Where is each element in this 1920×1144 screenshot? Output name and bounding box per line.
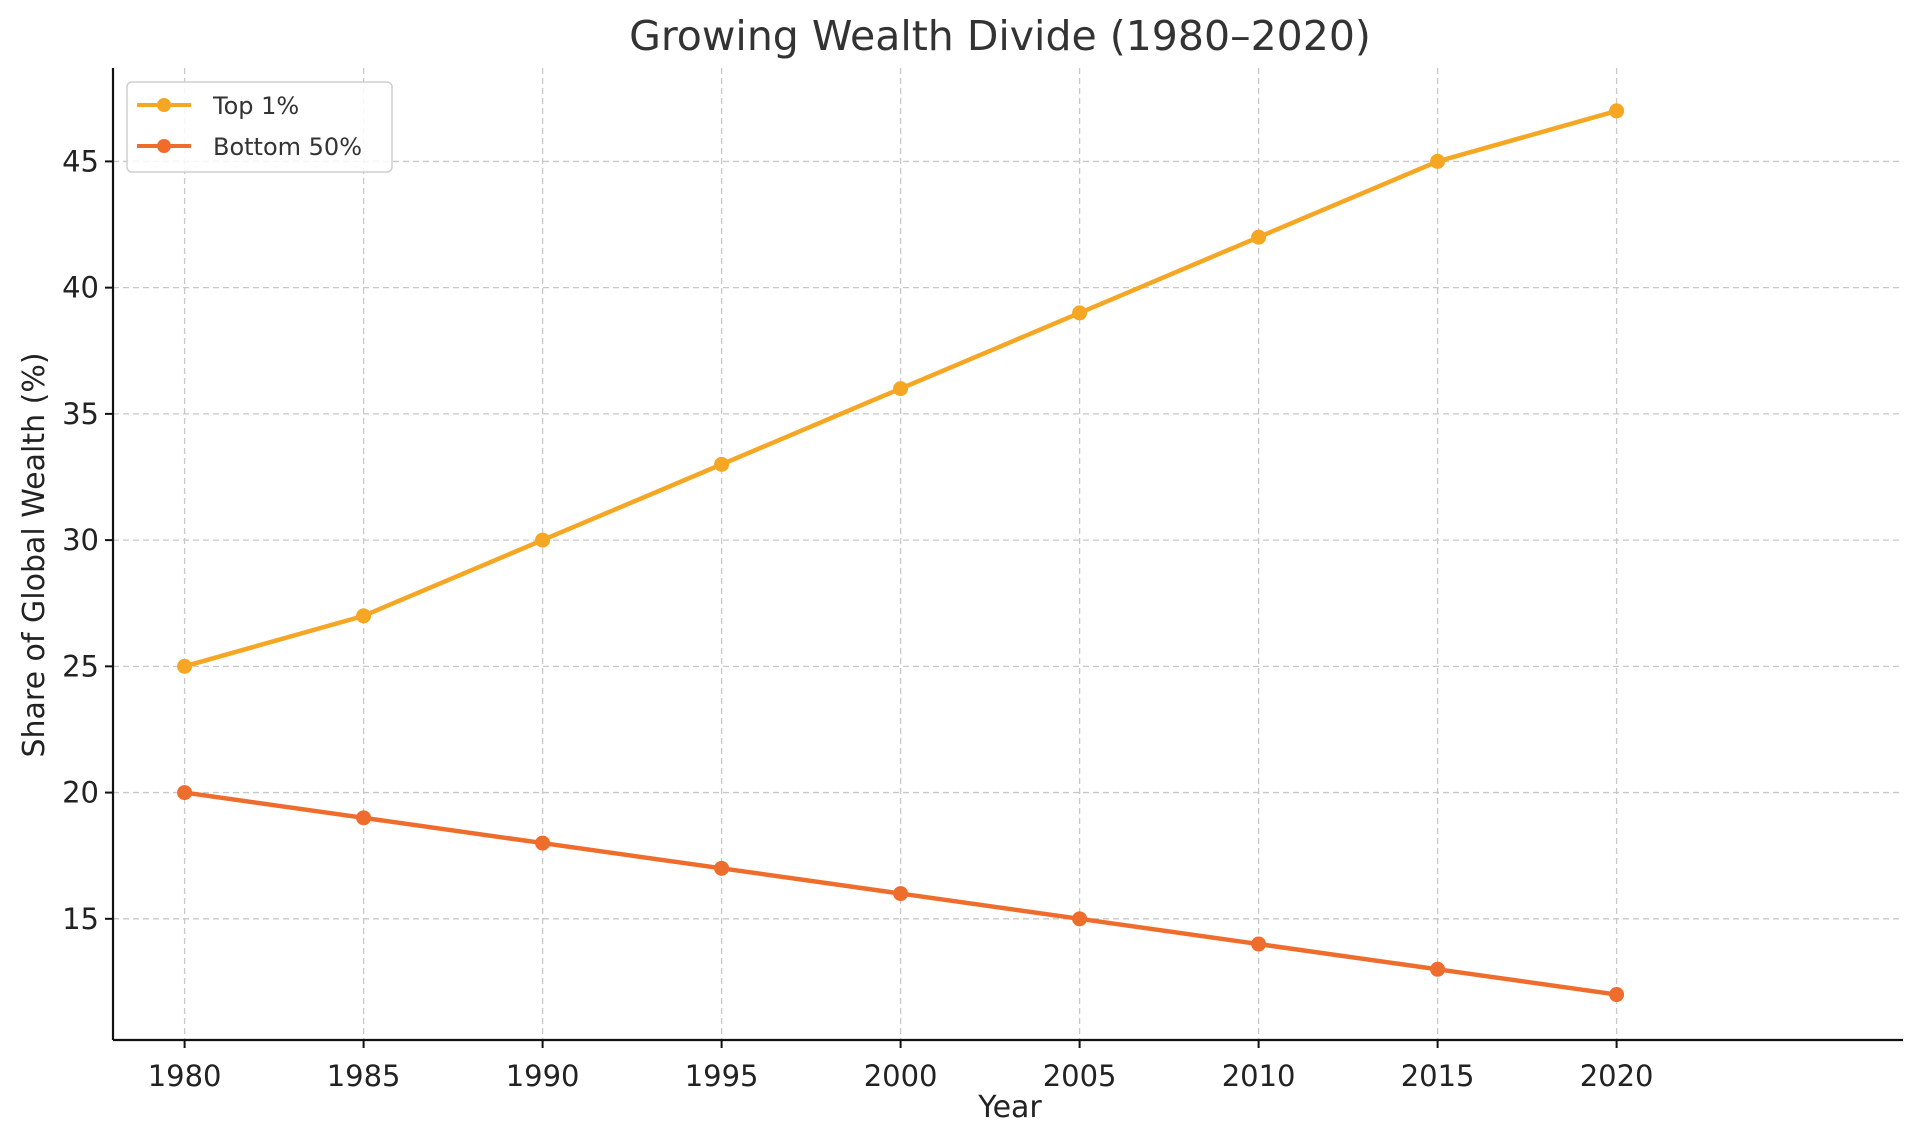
data-point-bottom-50	[535, 835, 551, 851]
x-tick-label: 2005	[1043, 1059, 1117, 1093]
data-point-top-1	[714, 456, 730, 472]
y-tick-label: 45	[62, 144, 99, 178]
data-point-bottom-50	[714, 860, 730, 876]
legend: Top 1% Bottom 50%	[126, 81, 393, 173]
x-axis-label: Year	[977, 1090, 1042, 1125]
legend-box	[126, 81, 393, 173]
y-axis-ticks: 15 20 25 30 35 40 45	[62, 144, 113, 936]
data-point-bottom-50	[177, 785, 193, 801]
data-point-top-1	[177, 658, 193, 674]
x-tick-label: 1985	[327, 1059, 401, 1093]
y-tick-label: 40	[62, 271, 99, 305]
data-point-top-1	[1072, 305, 1088, 321]
y-tick-label: 30	[62, 523, 99, 557]
x-tick-label: 2020	[1580, 1059, 1654, 1093]
data-point-top-1	[356, 608, 372, 624]
legend-marker-top-1	[157, 98, 171, 112]
data-point-bottom-50	[1430, 961, 1446, 977]
data-point-bottom-50	[1072, 911, 1088, 927]
axes	[111, 68, 1903, 1042]
data-point-top-1	[1251, 229, 1267, 245]
x-tick-label: 2015	[1401, 1059, 1475, 1093]
data-point-bottom-50	[893, 886, 909, 902]
y-tick-label: 15	[62, 902, 99, 936]
legend-label-top-1: Top 1%	[212, 92, 299, 120]
y-tick-label: 25	[62, 649, 99, 683]
x-tick-label: 1995	[685, 1059, 759, 1093]
x-axis-ticks: 1980 1985 1990 1995 2000 2005 2010 2015 2020	[148, 1040, 1654, 1093]
data-point-bottom-50	[356, 810, 372, 826]
x-tick-label: 2000	[864, 1059, 938, 1093]
x-tick-label: 1980	[148, 1059, 222, 1093]
y-axis-label: Share of Global Wealth (%)	[17, 352, 52, 757]
series-lines	[177, 103, 1625, 1003]
grid	[113, 68, 1903, 1040]
data-point-top-1	[893, 381, 909, 397]
y-tick-label: 20	[62, 776, 99, 810]
data-point-top-1	[1609, 103, 1625, 119]
data-point-bottom-50	[1251, 936, 1267, 952]
legend-marker-bottom-50	[157, 139, 171, 153]
data-point-top-1	[1430, 153, 1446, 169]
data-point-bottom-50	[1609, 987, 1625, 1003]
x-tick-label: 1990	[506, 1059, 580, 1093]
x-tick-label: 2010	[1222, 1059, 1296, 1093]
data-point-top-1	[535, 532, 551, 548]
legend-label-bottom-50: Bottom 50%	[213, 133, 362, 161]
y-tick-label: 35	[62, 397, 99, 431]
chart-title: Growing Wealth Divide (1980–2020)	[629, 12, 1371, 60]
